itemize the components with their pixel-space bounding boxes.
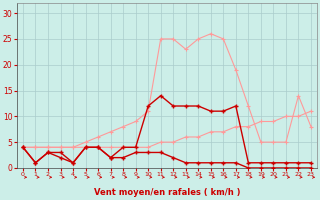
X-axis label: Vent moyen/en rafales ( km/h ): Vent moyen/en rafales ( km/h ) xyxy=(94,188,240,197)
